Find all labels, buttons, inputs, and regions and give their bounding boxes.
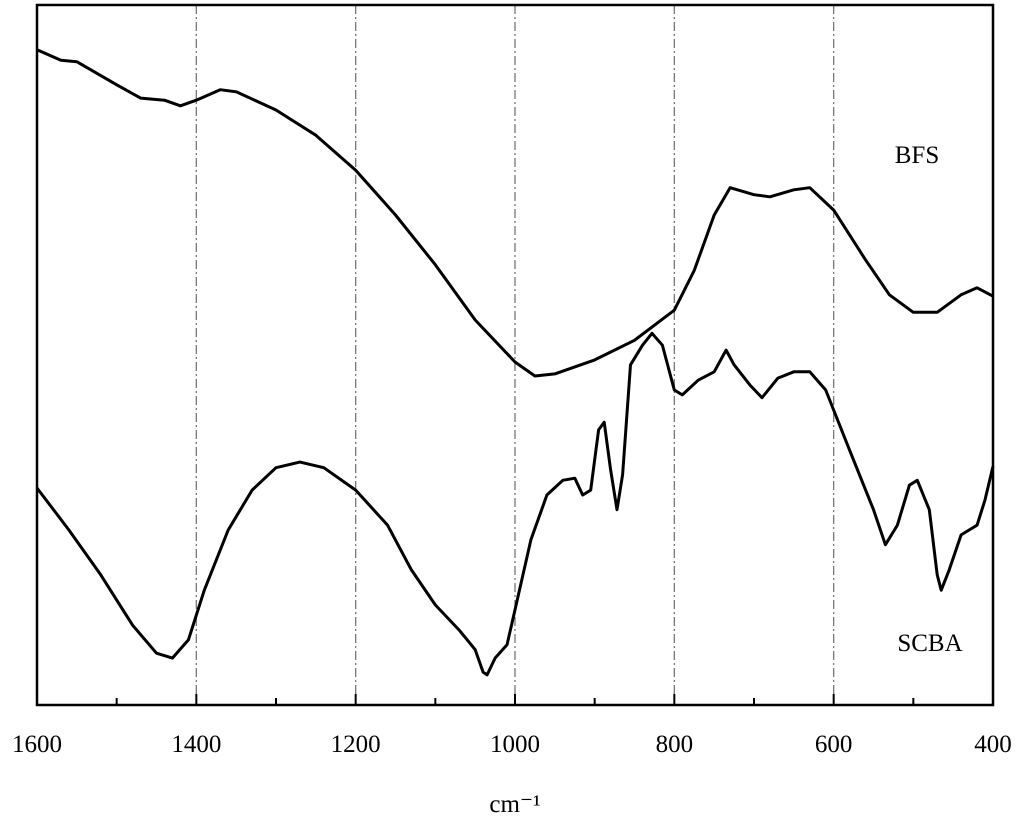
series-label: BFS bbox=[895, 142, 939, 169]
spectrum-line bbox=[35, 331, 995, 677]
x-tick-label: 1400 bbox=[171, 731, 221, 758]
plot-frame bbox=[35, 3, 995, 707]
x-tick-label: 400 bbox=[974, 731, 1012, 758]
x-axis-label: cm⁻¹ bbox=[489, 791, 540, 818]
x-tick-label: 1200 bbox=[331, 731, 381, 758]
x-tick-label: 600 bbox=[815, 731, 853, 758]
spectrum-line bbox=[36, 48, 994, 378]
series-label: SCBA bbox=[897, 630, 962, 657]
x-tick-label: 800 bbox=[656, 731, 694, 758]
x-tick-label: 1600 bbox=[12, 731, 62, 758]
x-tick-label: 1000 bbox=[490, 731, 540, 758]
